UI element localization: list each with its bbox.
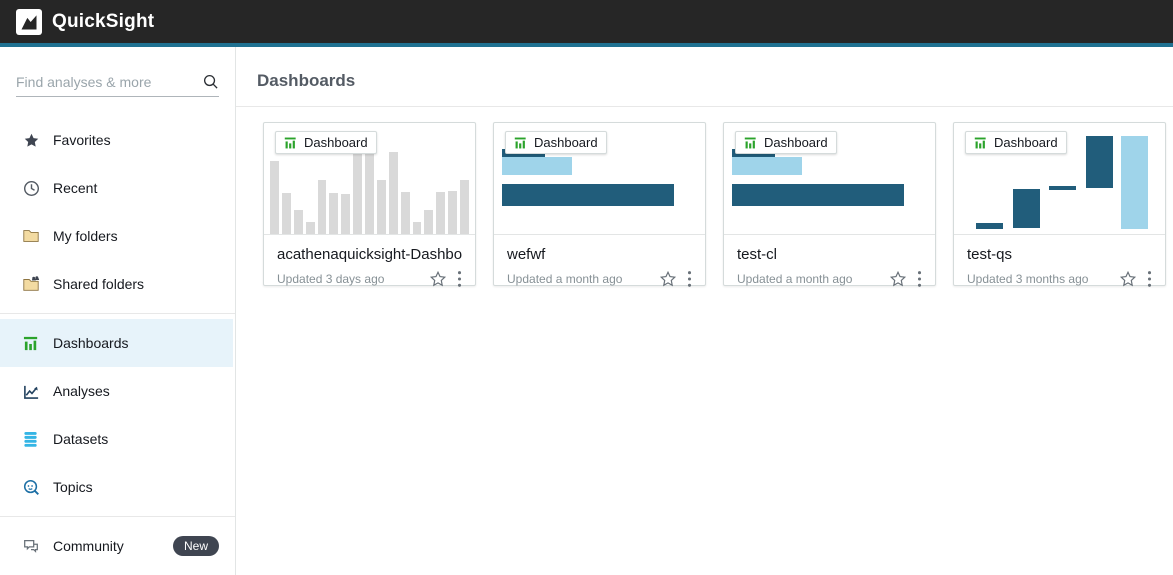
dashboard-type-badge: Dashboard xyxy=(275,131,377,154)
thumbnail-waterfall-chart xyxy=(954,123,1165,229)
card-updated: Updated 3 days ago xyxy=(277,272,385,286)
card-title: acathenaquicksight-Dashbo… xyxy=(277,246,462,263)
sidebar-divider xyxy=(0,313,235,314)
shared-folder-icon xyxy=(22,275,40,293)
sidebar-item-label: Datasets xyxy=(53,431,109,447)
card-updated: Updated a month ago xyxy=(507,272,623,286)
app-header: QuickSight xyxy=(0,0,1173,43)
favorite-star-button[interactable] xyxy=(1109,270,1137,288)
sidebar-search xyxy=(16,73,219,97)
sidebar: Favorites Recent My folders xyxy=(0,47,236,575)
thumbnail-bar-chart xyxy=(732,149,927,206)
sidebar-item-label: Favorites xyxy=(53,132,111,148)
badge-label: Dashboard xyxy=(534,135,598,150)
sidebar-item-label: Community xyxy=(53,538,124,554)
badge-label: Dashboard xyxy=(764,135,828,150)
new-badge: New xyxy=(172,536,219,556)
sidebar-item-label: Dashboards xyxy=(53,335,129,351)
sidebar-item-dashboards[interactable]: Dashboards xyxy=(0,319,233,367)
kebab-menu-button[interactable] xyxy=(1137,270,1152,288)
card-updated: Updated 3 months ago xyxy=(967,272,1089,286)
topics-icon xyxy=(22,478,40,496)
dashboard-card-grid: Dashboard acathenaquicksight-Dashbo… Upd… xyxy=(263,122,1173,288)
star-icon xyxy=(22,131,40,149)
thumbnail-bar-chart xyxy=(502,149,697,206)
page-title: Dashboards xyxy=(257,71,356,90)
dashboard-thumbnail: Dashboard xyxy=(264,123,475,234)
dashboard-badge-icon xyxy=(284,137,296,148)
thumbnail-bar-chart xyxy=(270,130,469,234)
sidebar-item-label: Shared folders xyxy=(53,276,145,292)
kebab-menu-button[interactable] xyxy=(447,270,462,288)
card-footer: test-cl Updated a month ago xyxy=(724,234,935,288)
dashboard-icon xyxy=(22,334,40,352)
dashboard-thumbnail: Dashboard xyxy=(954,123,1165,234)
dashboard-thumbnail: Dashboard xyxy=(494,123,705,234)
dashboard-badge-icon xyxy=(974,137,986,148)
kebab-menu-button[interactable] xyxy=(907,270,922,288)
quicksight-logo-icon[interactable] xyxy=(16,8,42,35)
community-icon xyxy=(22,537,40,555)
badge-label: Dashboard xyxy=(304,135,368,150)
sidebar-item-label: Recent xyxy=(53,180,98,196)
clock-icon xyxy=(22,179,40,197)
dashboard-badge-icon xyxy=(514,137,526,148)
card-title: test-qs xyxy=(967,246,1013,263)
sidebar-item-analyses[interactable]: Analyses xyxy=(0,367,235,415)
main-divider xyxy=(236,106,1173,107)
dashboard-thumbnail: Dashboard xyxy=(724,123,935,234)
card-footer: test-qs Updated 3 months ago xyxy=(954,234,1165,288)
main-content: Dashboards Dashboard acathenaquicksight-… xyxy=(236,47,1173,575)
sidebar-item-my-folders[interactable]: My folders xyxy=(0,212,235,260)
line-chart-icon xyxy=(22,382,40,400)
sidebar-item-recent[interactable]: Recent xyxy=(0,164,235,212)
card-title: test-cl xyxy=(737,246,778,263)
sidebar-item-label: Topics xyxy=(53,479,93,495)
sidebar-divider xyxy=(0,516,235,517)
search-icon[interactable] xyxy=(202,73,219,90)
app-title: QuickSight xyxy=(52,10,155,32)
database-icon xyxy=(22,430,40,448)
kebab-menu-button[interactable] xyxy=(677,270,692,288)
favorite-star-button[interactable] xyxy=(649,270,677,288)
sidebar-item-topics[interactable]: Topics xyxy=(0,463,235,511)
dashboard-card[interactable]: Dashboard test-qs Updated 3 months ago xyxy=(953,122,1166,288)
dashboard-card[interactable]: Dashboard wefwf Updated a month ago xyxy=(493,122,706,288)
sidebar-item-datasets[interactable]: Datasets xyxy=(0,415,235,463)
favorite-star-button[interactable] xyxy=(419,270,447,288)
badge-label: Dashboard xyxy=(994,135,1058,150)
dashboard-card[interactable]: Dashboard test-cl Updated a month ago xyxy=(723,122,936,288)
sidebar-nav: Favorites Recent My folders xyxy=(0,116,235,570)
sidebar-item-label: Analyses xyxy=(53,383,110,399)
dashboard-card[interactable]: Dashboard acathenaquicksight-Dashbo… Upd… xyxy=(263,122,476,288)
header-accent-bar xyxy=(0,43,1173,47)
card-footer: acathenaquicksight-Dashbo… Updated 3 day… xyxy=(264,234,475,288)
dashboard-type-badge: Dashboard xyxy=(505,131,607,154)
sidebar-item-community[interactable]: Community New xyxy=(0,522,235,570)
card-title: wefwf xyxy=(507,246,546,263)
folder-icon xyxy=(22,227,40,245)
sidebar-item-label: My folders xyxy=(53,228,118,244)
favorite-star-button[interactable] xyxy=(879,270,907,288)
sidebar-item-shared-folders[interactable]: Shared folders xyxy=(0,260,235,308)
card-footer: wefwf Updated a month ago xyxy=(494,234,705,288)
sidebar-item-favorites[interactable]: Favorites xyxy=(0,116,235,164)
search-input[interactable] xyxy=(16,73,202,90)
dashboard-badge-icon xyxy=(744,137,756,148)
dashboard-type-badge: Dashboard xyxy=(965,131,1067,154)
card-updated: Updated a month ago xyxy=(737,272,853,286)
dashboard-type-badge: Dashboard xyxy=(735,131,837,154)
